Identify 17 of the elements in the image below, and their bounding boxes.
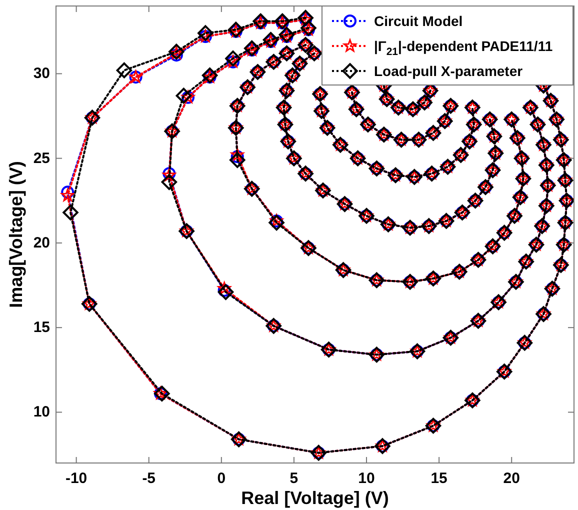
- x-tick-label: 10: [358, 470, 375, 487]
- y-axis-title: Imag[Voltage] (V): [6, 161, 26, 308]
- x-tick-label: 15: [430, 470, 448, 487]
- y-tick-label: 30: [33, 65, 50, 82]
- y-tick-label: 20: [33, 234, 50, 252]
- legend-label: Circuit Model: [374, 13, 463, 29]
- y-tick-label: 25: [33, 150, 50, 167]
- x-tick-label: 0: [217, 470, 226, 487]
- x-axis-title: Real [Voltage] (V): [241, 488, 389, 508]
- x-tick-label: -10: [65, 470, 88, 487]
- y-tick-label: 10: [33, 404, 50, 421]
- y-tick-label: 15: [33, 319, 50, 336]
- x-tick-label: 5: [290, 470, 298, 487]
- x-tick-label: -5: [142, 470, 156, 487]
- x-tick-label: 20: [503, 470, 520, 487]
- legend-label: Load-pull X-parameter: [374, 63, 524, 79]
- legend-label: |Γ$_{21}$|-dependent PADE11/11: [374, 38, 553, 58]
